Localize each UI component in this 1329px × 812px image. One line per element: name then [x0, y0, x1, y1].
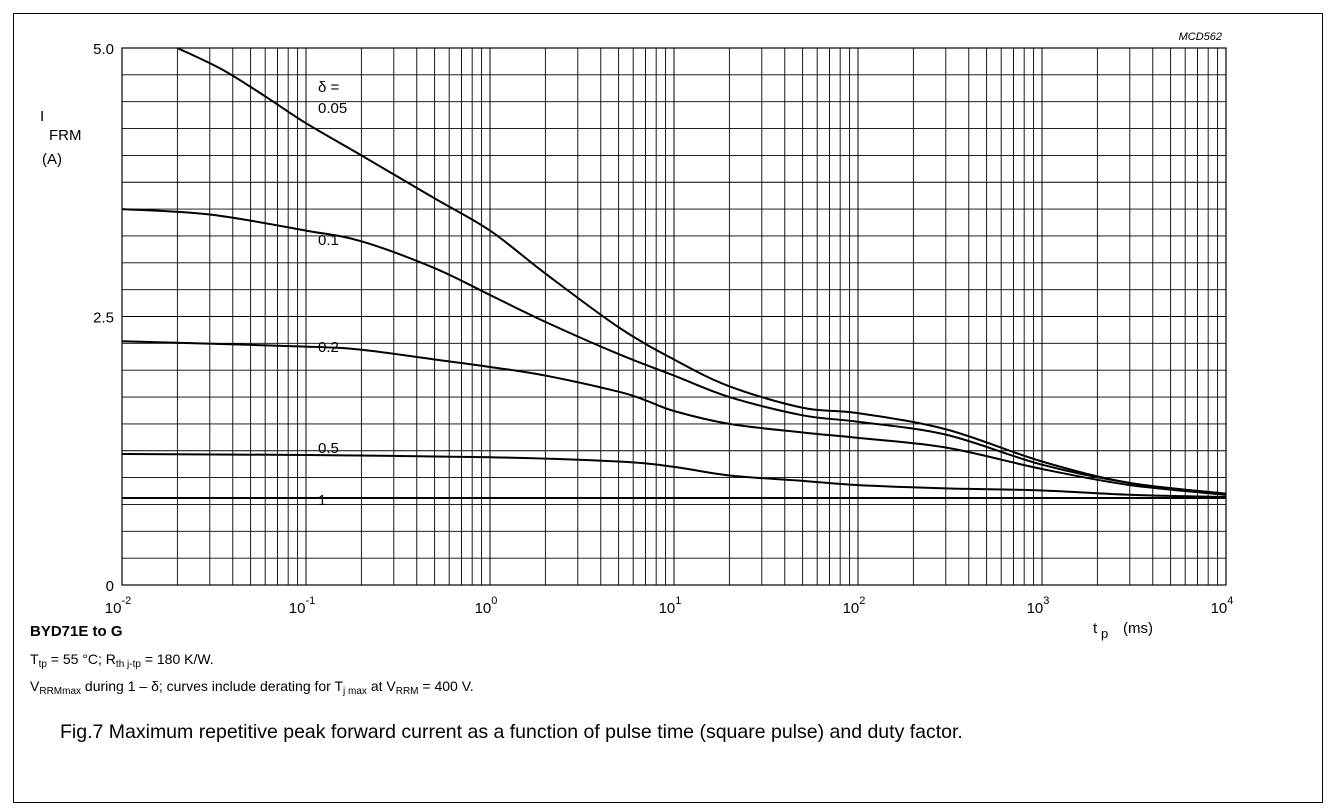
x-tick-label: 10-1 [289, 595, 315, 617]
y-axis-label-unit: (A) [42, 151, 62, 168]
series-label: 0.1 [318, 232, 339, 249]
series-line [121, 208, 1227, 495]
y-axis-label-symbol: I [40, 108, 44, 125]
series-line [121, 340, 1227, 496]
x-tick-label: 10-2 [105, 595, 131, 617]
x-axis-label-symbol: t [1093, 620, 1098, 637]
series-line [121, 452, 1227, 498]
voltage-conditions: VRRMmax during 1 – δ; curves include der… [30, 678, 474, 697]
y-tick-label: 2.5 [93, 310, 114, 327]
x-tick-label: 100 [475, 595, 498, 617]
delta-label: δ = [318, 79, 340, 96]
x-tick-label: 103 [1027, 595, 1050, 617]
y-tick-label: 0 [106, 578, 114, 595]
x-axis-label-subscript: p [1101, 626, 1108, 641]
x-tick-label: 104 [1211, 595, 1234, 617]
series-line [176, 47, 1227, 495]
y-axis-label-subscript: FRM [49, 127, 82, 144]
series-label: 0.05 [318, 100, 347, 117]
x-tick-label: 102 [843, 595, 866, 617]
figure-code: MCD562 [1179, 31, 1222, 43]
x-tick-label: 101 [659, 595, 682, 617]
figure-frame [13, 13, 1323, 803]
series-label: 0.5 [318, 440, 339, 457]
device-range-label: BYD71E to G [30, 623, 123, 640]
y-tick-label: 5.0 [93, 41, 114, 58]
plot-area-border [121, 47, 1227, 586]
x-axis-label-unit: (ms) [1123, 620, 1153, 637]
thermal-conditions: Ttp = 55 °C; Rth j-tp = 180 K/W. [30, 651, 214, 670]
series-label: 0.2 [318, 339, 339, 356]
figure-caption: Fig.7 Maximum repetitive peak forward cu… [60, 721, 963, 743]
series-label: 1 [318, 492, 326, 509]
